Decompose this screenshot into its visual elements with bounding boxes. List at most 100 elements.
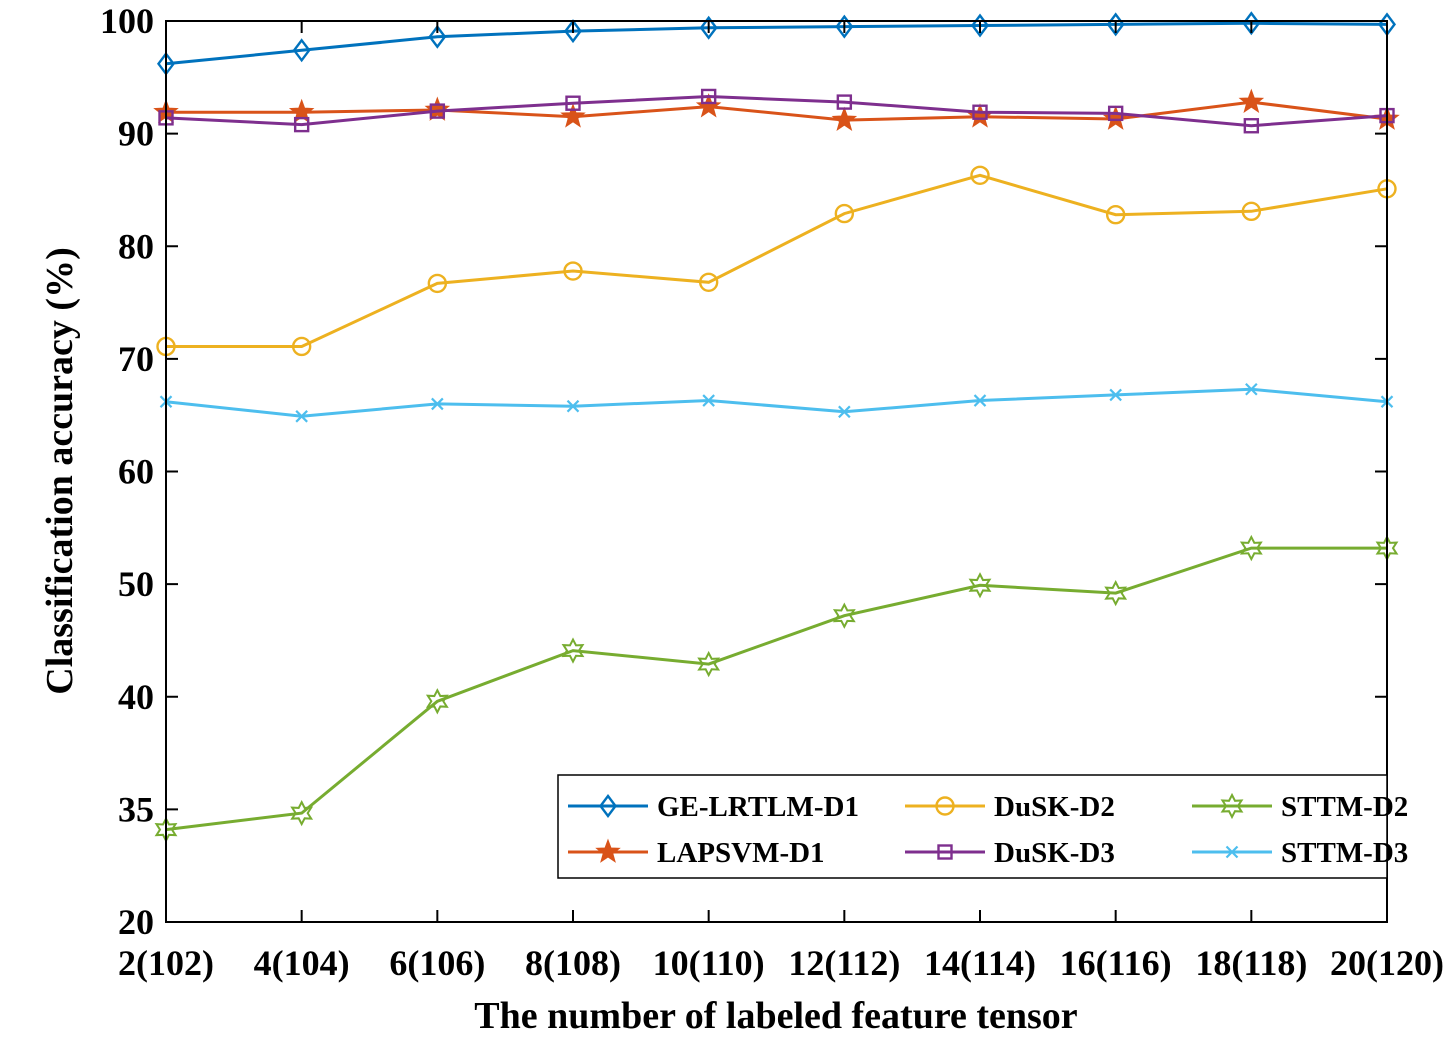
- legend-label: DuSK-D2: [994, 791, 1115, 823]
- series-line: [166, 173, 1388, 348]
- data-point: [695, 93, 722, 118]
- y-tick-label: 100: [100, 1, 154, 41]
- x-tick-label: 18(118): [1195, 943, 1307, 983]
- data-point: [834, 203, 855, 224]
- series-lapsvm-d1: [153, 88, 1400, 131]
- x-tick-label: 20(120): [1330, 943, 1444, 983]
- x-tick-label: 14(114): [924, 943, 1036, 983]
- series-line: [165, 546, 1387, 832]
- data-point: [697, 650, 721, 678]
- data-point: [428, 24, 447, 49]
- data-point: [971, 13, 989, 38]
- series-dusk-d3: [158, 88, 1395, 134]
- legend-item: STTM-D3: [1192, 837, 1408, 869]
- legend-marker: [599, 794, 617, 818]
- data-point: [290, 799, 314, 827]
- y-tick-label: 90: [118, 114, 154, 154]
- legend-item: LAPSVM-D1: [568, 837, 825, 869]
- data-point: [563, 261, 583, 281]
- y-tick-label: 35: [118, 789, 154, 829]
- data-point: [427, 273, 448, 294]
- data-point: [970, 165, 990, 185]
- data-point: [560, 103, 586, 128]
- series-line: [166, 100, 1388, 122]
- x-tick-label: 2(102): [118, 943, 214, 983]
- x-tick-label: 4(104): [254, 943, 350, 983]
- data-point: [1242, 11, 1261, 36]
- y-tick-label: 70: [118, 339, 154, 379]
- data-point: [836, 94, 853, 110]
- data-point: [1238, 88, 1265, 113]
- tick-layer: 20 35 40 50 60 70 80 90 100 2(102) 4(104) 6(106) 8(1…: [100, 1, 1444, 983]
- y-tick-label: 80: [118, 226, 154, 266]
- legend-items: GE-LRTLM-D1 LAPSVM-D1 DuSK-D2 DuSK-D3 STTM-D…: [568, 791, 1408, 869]
- x-tick-label: 12(112): [788, 943, 900, 983]
- data-point: [700, 88, 717, 105]
- legend-item: DuSK-D2: [905, 791, 1115, 823]
- data-point: [425, 688, 449, 715]
- data-point: [1245, 383, 1258, 396]
- legend-marker: [595, 838, 621, 863]
- y-tick-label: 20: [118, 902, 154, 942]
- data-point: [424, 96, 451, 121]
- data-point: [1104, 579, 1128, 607]
- legend-item: STTM-D2: [1192, 791, 1408, 823]
- legend-box: [557, 774, 1388, 879]
- legend-marker: [937, 844, 953, 860]
- legend-item: GE-LRTLM-D1: [568, 791, 859, 823]
- legend-label: STTM-D3: [1281, 837, 1408, 869]
- data-point: [698, 272, 719, 292]
- data-point: [832, 602, 856, 629]
- data-point: [564, 19, 582, 44]
- legend-label: LAPSVM-D1: [657, 837, 825, 869]
- x-tick-label: 8(108): [525, 943, 621, 983]
- y-tick-label: 60: [118, 452, 154, 492]
- x-tick-label: 16(116): [1060, 943, 1172, 983]
- series-sttm-d3: [159, 383, 1394, 423]
- data-point: [1105, 205, 1126, 225]
- data-point: [831, 106, 858, 131]
- series-ge-lrtlm-d1: [157, 11, 1396, 76]
- data-point: [968, 572, 992, 599]
- data-point: [1109, 388, 1122, 402]
- data-point: [291, 336, 312, 357]
- data-point: [1243, 118, 1260, 134]
- legend-label: DuSK-D3: [994, 837, 1115, 869]
- data-point: [835, 14, 854, 39]
- data-point: [1241, 201, 1262, 222]
- data-point: [699, 15, 718, 40]
- x-tick-label: 10(110): [653, 943, 765, 983]
- y-tick-label: 50: [118, 564, 154, 604]
- series-line: [165, 21, 1388, 66]
- series-dusk-d2: [156, 165, 1397, 357]
- data-point: [565, 95, 581, 111]
- legend-marker: [935, 796, 955, 816]
- x-axis-label: The number of labeled feature tensor: [474, 995, 1078, 1037]
- data-point: [1107, 105, 1124, 122]
- series-layer: [153, 11, 1400, 843]
- legend: GE-LRTLM-D1 LAPSVM-D1 DuSK-D2 DuSK-D3 STTM-D…: [557, 774, 1408, 879]
- x-tick-label: 6(106): [389, 943, 485, 983]
- series-line: [165, 387, 1388, 418]
- legend-marker: [1220, 792, 1244, 820]
- series-sttm-d2: [154, 534, 1399, 843]
- legend-label: STTM-D2: [1281, 791, 1408, 823]
- legend-item: DuSK-D3: [905, 837, 1115, 869]
- data-point: [431, 397, 444, 411]
- data-point: [702, 394, 715, 407]
- legend-label: GE-LRTLM-D1: [657, 791, 859, 823]
- data-point: [1239, 534, 1263, 562]
- y-axis-label: Classification accuracy (%): [39, 247, 81, 694]
- data-point: [838, 405, 851, 419]
- series-line: [165, 94, 1388, 128]
- data-point: [973, 394, 987, 407]
- data-point: [561, 637, 585, 664]
- data-point: [293, 116, 310, 133]
- data-point: [972, 104, 988, 120]
- y-tick-label: 40: [118, 677, 154, 717]
- data-point: [429, 103, 446, 119]
- data-point: [292, 38, 311, 63]
- data-point: [566, 399, 580, 413]
